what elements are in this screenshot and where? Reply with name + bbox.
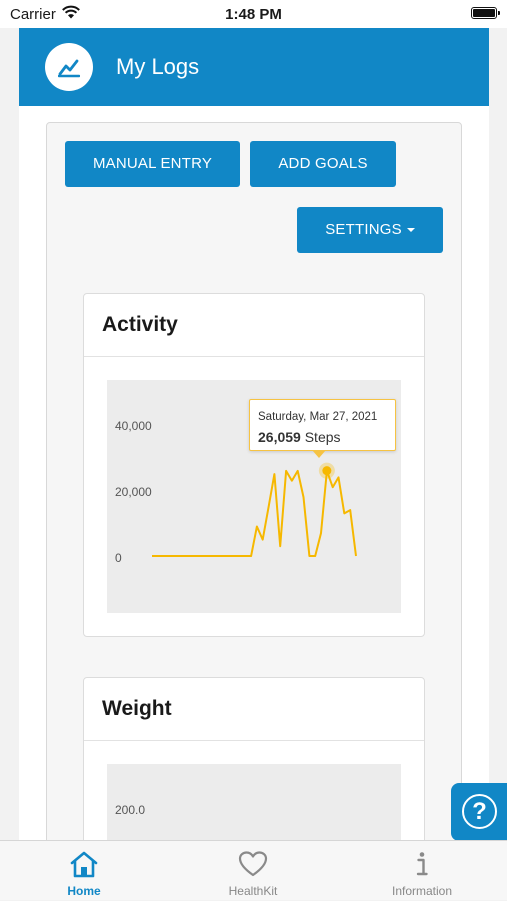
heart-icon	[238, 851, 268, 877]
add-goals-button[interactable]: ADD GOALS	[250, 141, 396, 187]
tab-home[interactable]: Home	[34, 841, 134, 901]
activity-panel-header: Activity	[84, 294, 424, 357]
tooltip-steps-unit: Steps	[304, 429, 341, 445]
tooltip-steps-value: 26,059	[258, 429, 301, 445]
tab-information[interactable]: Information	[372, 841, 472, 901]
status-time: 1:48 PM	[225, 6, 282, 23]
chart-line-icon	[45, 43, 93, 91]
settings-dropdown-button[interactable]: SETTINGS	[297, 207, 443, 253]
weight-title: Weight	[102, 697, 172, 720]
tab-bar: Home HealthKit Information	[0, 840, 507, 900]
info-icon	[416, 852, 428, 876]
app-header: My Logs	[19, 28, 489, 106]
wifi-icon	[62, 5, 80, 19]
status-bar: Carrier 1:48 PM	[0, 0, 507, 28]
tooltip-date: Saturday, Mar 27, 2021	[258, 411, 378, 423]
y-tick-label: 0	[115, 551, 122, 565]
tab-home-label: Home	[67, 884, 101, 898]
caret-down-icon	[406, 228, 415, 233]
settings-label: SETTINGS	[325, 221, 402, 238]
manual-entry-button[interactable]: MANUAL ENTRY	[65, 141, 240, 187]
highlight-point[interactable]	[322, 466, 332, 476]
question-icon: ?	[462, 794, 497, 829]
y-tick-label: 200.0	[115, 803, 146, 817]
tab-healthkit[interactable]: HealthKit	[203, 841, 303, 901]
page-title: My Logs	[116, 54, 200, 79]
tooltip-arrow	[312, 450, 326, 458]
weight-panel-header: Weight	[84, 678, 424, 741]
activity-title: Activity	[102, 313, 178, 336]
tab-information-label: Information	[391, 884, 453, 898]
tab-healthkit-label: HealthKit	[228, 884, 278, 898]
activity-line	[152, 469, 357, 557]
battery-icon	[471, 7, 500, 19]
carrier-label: Carrier	[10, 6, 56, 23]
home-icon	[70, 851, 98, 878]
y-tick-label: 20,000	[115, 485, 152, 499]
tooltip-value: 26,059 Steps	[258, 429, 341, 445]
chart-tooltip: Saturday, Mar 27, 2021 26,059 Steps	[249, 399, 396, 451]
help-button[interactable]: ?	[451, 783, 507, 841]
y-tick-label: 40,000	[115, 419, 152, 433]
